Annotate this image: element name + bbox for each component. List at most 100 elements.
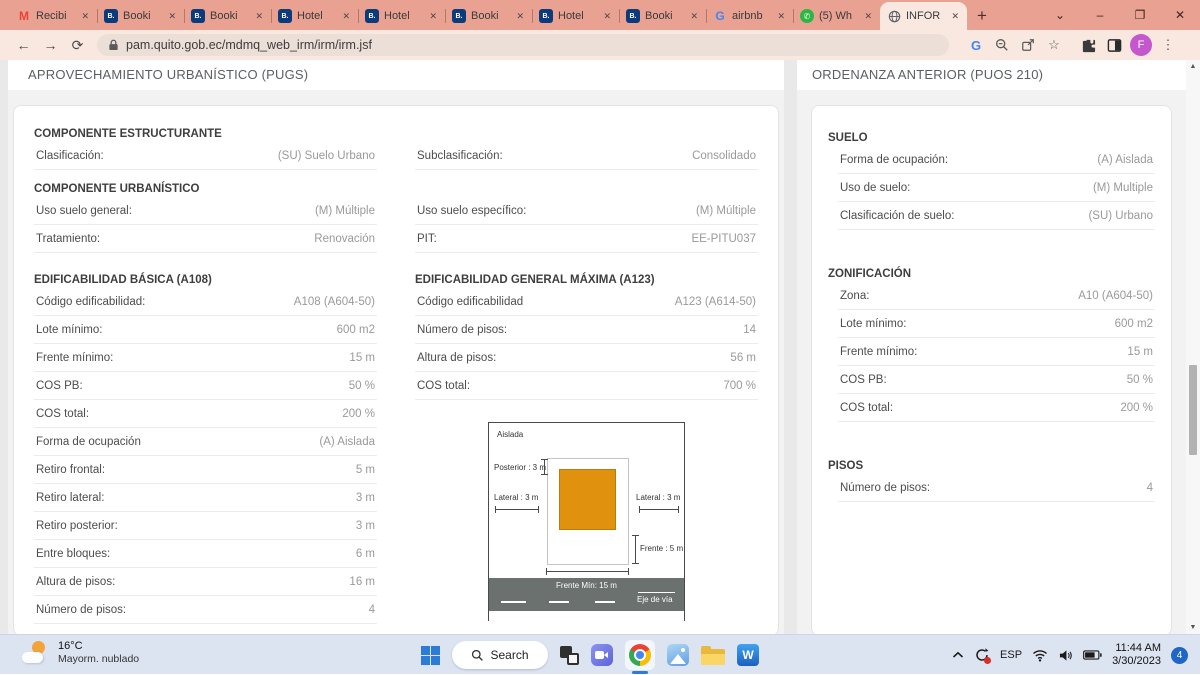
close-icon[interactable]: ✕ <box>168 10 176 21</box>
address-bar[interactable]: pam.quito.gob.ec/mdmq_web_irm/irm/irm.js… <box>97 34 949 56</box>
close-icon[interactable]: ✕ <box>516 10 524 21</box>
taskbar-search[interactable]: Search <box>452 641 548 669</box>
close-icon[interactable]: ✕ <box>81 10 89 21</box>
browser-tab-strip: M Recibi ✕ B. Booki ✕ B. Booki ✕ B. Hote… <box>0 0 1200 30</box>
field-value: 600 m2 <box>1114 318 1153 330</box>
close-window-button[interactable]: ✕ <box>1174 8 1186 22</box>
tab-whatsapp[interactable]: ✆ (5) Wh ✕ <box>793 2 880 30</box>
task-view-button[interactable] <box>560 645 579 665</box>
field-label: Uso suelo general: <box>36 205 132 217</box>
language-indicator[interactable]: ESP <box>1000 649 1023 661</box>
scrollbar-thumb[interactable] <box>1189 365 1197 455</box>
extensions-puzzle-icon[interactable] <box>1075 38 1101 53</box>
close-icon[interactable]: ✕ <box>777 10 785 21</box>
word-app-button[interactable]: W <box>737 644 759 666</box>
tab-title: INFOR <box>906 10 941 22</box>
close-icon[interactable]: ✕ <box>342 10 350 21</box>
chrome-taskbar-button-active[interactable] <box>625 640 655 674</box>
tab-search-chevron-icon[interactable]: ⌄ <box>1054 8 1066 22</box>
field-label: Frente mínimo: <box>840 346 918 358</box>
field-label: Código edificabilidad: <box>36 296 146 308</box>
tab-hotel-3[interactable]: B. Hotel ✕ <box>532 2 619 30</box>
frente-setback-label: Frente : 5 m <box>640 544 684 553</box>
clock-widget[interactable]: 11:44 AM 3/30/2023 <box>1112 642 1161 668</box>
close-icon[interactable]: ✕ <box>255 10 263 21</box>
field-label: Clasificación de suelo: <box>840 210 955 222</box>
lock-icon <box>109 39 118 51</box>
forward-icon[interactable]: → <box>43 37 58 53</box>
field-row: Código edificabilidad A123 (A614-50) <box>415 288 758 316</box>
minimize-button[interactable]: – <box>1096 8 1104 22</box>
new-tab-button[interactable]: + <box>977 6 987 25</box>
start-button[interactable] <box>421 645 440 665</box>
field-row: Retiro frontal: 5 m <box>34 456 377 484</box>
scroll-up-icon[interactable]: ▲ <box>1189 63 1197 70</box>
field-row: Uso suelo general: (M) Múltiple <box>34 197 377 225</box>
taskbar-weather-widget[interactable]: 16°C Mayorm. nublado <box>22 640 139 666</box>
teams-chat-button[interactable] <box>591 644 613 666</box>
google-icon: G <box>715 9 725 23</box>
photos-app-button[interactable] <box>667 644 689 666</box>
close-icon[interactable]: ✕ <box>864 10 872 21</box>
tab-booking-3[interactable]: B. Booki ✕ <box>445 2 532 30</box>
field-row: Uso suelo específico: (M) Múltiple <box>415 197 758 225</box>
restore-button[interactable]: ❐ <box>1134 8 1146 22</box>
field-label: Lote mínimo: <box>36 324 103 336</box>
lane-dash <box>595 601 615 603</box>
search-label: Search <box>490 648 529 662</box>
tab-gmail[interactable]: M Recibi ✕ <box>10 2 97 30</box>
zoom-icon[interactable] <box>989 38 1015 52</box>
field-label: Forma de ocupación: <box>840 154 949 166</box>
file-explorer-button[interactable] <box>701 645 725 665</box>
tab-title: Booki <box>645 10 673 22</box>
speaker-icon[interactable] <box>1058 649 1073 662</box>
sync-status-icon[interactable] <box>974 647 992 664</box>
search-icon <box>472 649 484 661</box>
page-scrollbar[interactable]: ▲ ▼ <box>1186 60 1200 634</box>
lot-outline <box>547 458 629 565</box>
field-value: 56 m <box>730 352 756 364</box>
wifi-icon[interactable] <box>1032 649 1048 662</box>
whatsapp-icon: ✆ <box>800 9 814 23</box>
bookmark-star-icon[interactable]: ☆ <box>1048 37 1060 52</box>
battery-icon[interactable] <box>1083 650 1102 660</box>
tab-booking-1[interactable]: B. Booki ✕ <box>97 2 184 30</box>
field-row: Retiro lateral: 3 m <box>34 484 377 512</box>
field-row: COS PB: 50 % <box>34 372 377 400</box>
tray-chevron-up-icon[interactable] <box>952 651 964 659</box>
reload-icon[interactable]: ⟳ <box>71 36 84 53</box>
section-heading-zonificacion: ZONIFICACIÓN <box>828 268 912 280</box>
taskbar-center-icons: Search W <box>421 635 759 675</box>
side-panel-icon[interactable] <box>1101 38 1127 53</box>
tab-booking-2[interactable]: B. Booki ✕ <box>184 2 271 30</box>
tab-hotel-1[interactable]: B. Hotel ✕ <box>271 2 358 30</box>
tab-title: Booki <box>210 10 238 22</box>
scroll-down-icon[interactable]: ▼ <box>1189 624 1197 631</box>
profile-avatar[interactable]: F <box>1130 34 1152 56</box>
back-icon[interactable]: ← <box>16 37 31 53</box>
tab-booking-4[interactable]: B. Booki ✕ <box>619 2 706 30</box>
field-value: A108 (A604-50) <box>293 296 375 308</box>
field-row: Lote mínimo: 600 m2 <box>838 310 1155 338</box>
gmail-icon: M <box>19 9 29 23</box>
lane-dash <box>501 601 526 603</box>
tab-hotel-2[interactable]: B. Hotel ✕ <box>358 2 445 30</box>
field-value: (M) Múltiple <box>314 205 375 217</box>
close-icon[interactable]: ✕ <box>429 10 437 21</box>
close-icon[interactable]: ✕ <box>603 10 611 21</box>
tab-title: Recibi <box>36 10 67 22</box>
field-row: PIT: EE-PITU037 <box>415 225 758 253</box>
close-icon[interactable]: ✕ <box>951 10 959 21</box>
weather-temp: 16°C <box>58 640 83 652</box>
google-g-icon[interactable]: G <box>970 37 982 53</box>
notification-count-badge[interactable]: 4 <box>1171 646 1188 664</box>
close-icon[interactable]: ✕ <box>690 10 698 21</box>
tab-title: Hotel <box>558 10 584 22</box>
menu-dots-icon[interactable]: ⋮ <box>1161 37 1175 52</box>
tab-informe-active[interactable]: INFOR ✕ <box>880 2 967 30</box>
field-label: COS total: <box>36 408 90 420</box>
share-icon[interactable] <box>1015 38 1041 52</box>
tab-airbnb-search[interactable]: G airbnb ✕ <box>706 2 793 30</box>
field-label: Uso suelo específico: <box>417 205 527 217</box>
frente-min-label: Frente Mín: 15 m <box>556 581 617 590</box>
